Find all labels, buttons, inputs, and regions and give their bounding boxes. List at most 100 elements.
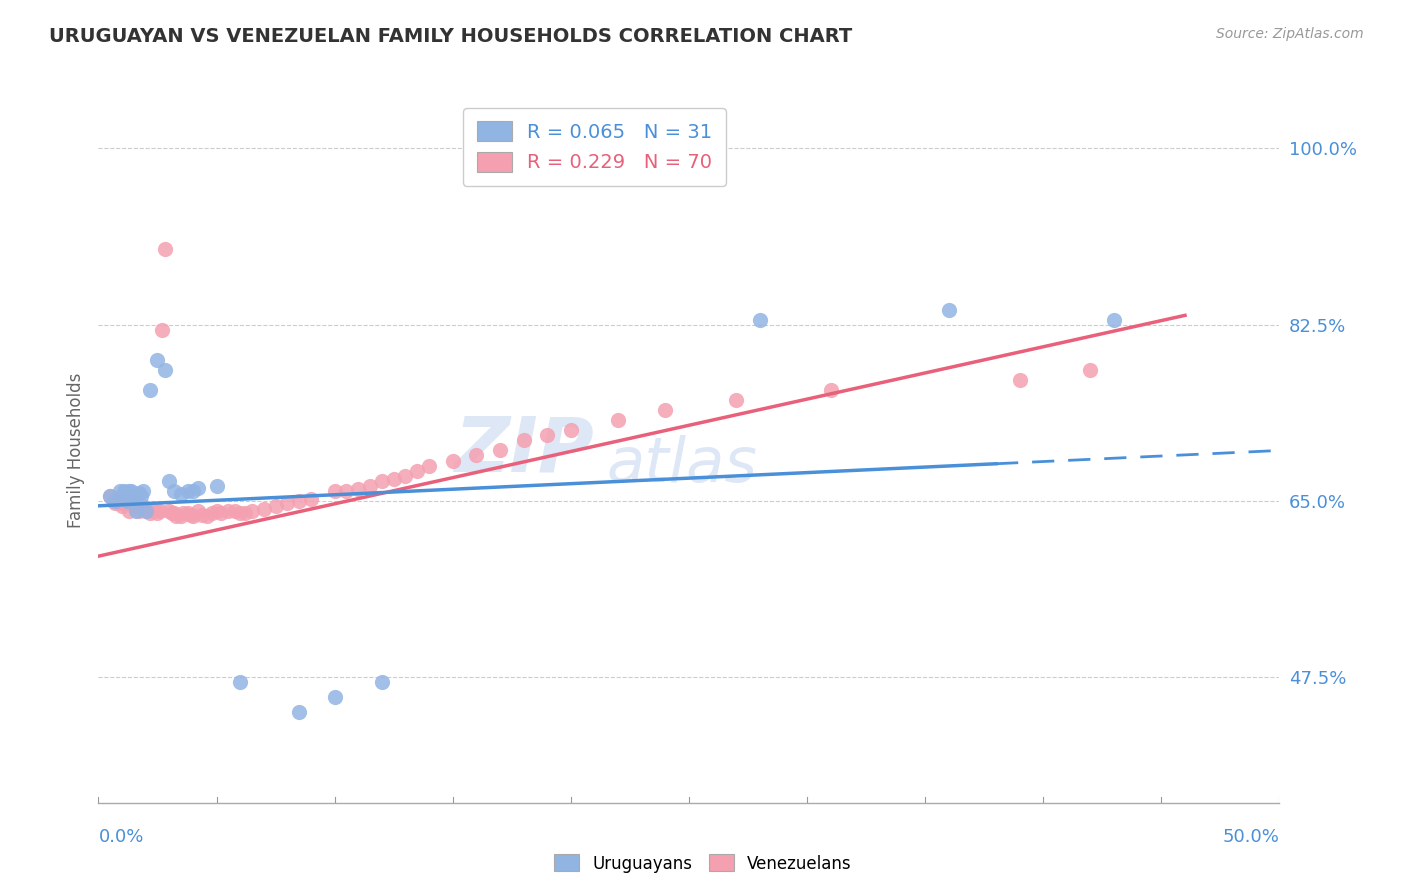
Point (323, 483, 346, 498)
Legend: R = 0.065   N = 31, R = 0.229   N = 70: R = 0.065 N = 31, R = 0.229 N = 70 (463, 108, 725, 186)
Point (181, 508, 204, 523)
Point (264, 499, 287, 513)
Point (98, 489, 121, 503)
Point (118, 504, 141, 518)
Point (115, 493, 138, 508)
Point (157, 474, 180, 488)
Point (382, 472, 405, 486)
Point (180, 508, 202, 522)
Point (112, 483, 135, 498)
Point (142, 504, 165, 518)
Point (209, 506, 232, 520)
Point (347, 482, 370, 496)
Point (177, 483, 200, 498)
Point (177, 506, 200, 520)
Point (1102, 312, 1125, 326)
Legend: Uruguayans, Venezuelans: Uruguayans, Venezuelans (547, 847, 859, 880)
Point (135, 504, 157, 518)
Point (128, 485, 150, 500)
Point (205, 504, 228, 518)
Point (418, 458, 440, 473)
Point (150, 323, 173, 337)
Point (153, 363, 176, 377)
Text: Source: ZipAtlas.com: Source: ZipAtlas.com (1216, 27, 1364, 41)
Point (115, 493, 138, 508)
Point (191, 508, 214, 522)
Point (323, 690, 346, 705)
Point (820, 383, 842, 397)
Point (217, 504, 239, 518)
Point (276, 496, 298, 510)
Point (112, 496, 135, 510)
Point (406, 464, 429, 478)
Point (139, 383, 162, 397)
Text: 0.0%: 0.0% (98, 828, 143, 846)
Point (465, 449, 488, 463)
Point (101, 493, 124, 508)
Point (143, 501, 166, 516)
Point (163, 506, 186, 520)
Point (172, 506, 194, 520)
Point (125, 499, 148, 513)
Point (122, 489, 145, 503)
Point (371, 474, 394, 488)
Point (118, 483, 141, 498)
Point (146, 352, 169, 367)
Point (229, 675, 252, 690)
Point (224, 504, 246, 518)
Point (98, 489, 121, 503)
Point (938, 302, 960, 317)
Point (105, 491, 128, 506)
Point (195, 508, 218, 523)
Point (489, 443, 512, 458)
Point (163, 483, 186, 498)
Point (153, 242, 176, 256)
Point (121, 493, 143, 508)
Point (125, 504, 148, 518)
Point (111, 489, 134, 503)
Point (165, 508, 187, 523)
Point (288, 705, 311, 719)
Text: URUGUAYAN VS VENEZUELAN FAMILY HOUSEHOLDS CORRELATION CHART: URUGUAYAN VS VENEZUELAN FAMILY HOUSEHOLD… (49, 27, 852, 45)
Point (201, 506, 224, 520)
Point (288, 493, 311, 508)
Point (654, 403, 676, 417)
Y-axis label: Family Households: Family Households (66, 373, 84, 528)
Point (371, 675, 394, 690)
Point (129, 489, 152, 503)
Point (160, 506, 183, 520)
Point (136, 501, 159, 516)
Point (205, 478, 228, 492)
Text: ZIP: ZIP (454, 414, 595, 487)
Point (187, 504, 209, 518)
Point (536, 428, 558, 442)
Point (229, 506, 252, 520)
Point (359, 478, 381, 492)
Point (1008, 373, 1031, 387)
Point (121, 483, 143, 498)
Point (560, 423, 582, 437)
Text: atlas: atlas (606, 434, 758, 494)
Point (394, 468, 416, 483)
Point (181, 483, 204, 498)
Point (725, 393, 748, 408)
Point (187, 481, 209, 495)
Point (170, 508, 193, 523)
Point (512, 434, 534, 448)
Point (149, 504, 172, 518)
Point (607, 413, 630, 427)
Point (108, 496, 131, 510)
Point (233, 506, 256, 520)
Point (748, 312, 770, 326)
Point (104, 493, 127, 508)
Point (441, 453, 464, 467)
Point (128, 504, 150, 518)
Point (299, 491, 322, 506)
Point (146, 506, 169, 520)
Point (1080, 363, 1102, 377)
Point (111, 499, 134, 513)
Point (129, 501, 152, 516)
Text: 50.0%: 50.0% (1223, 828, 1279, 846)
Point (240, 504, 263, 518)
Point (253, 501, 276, 516)
